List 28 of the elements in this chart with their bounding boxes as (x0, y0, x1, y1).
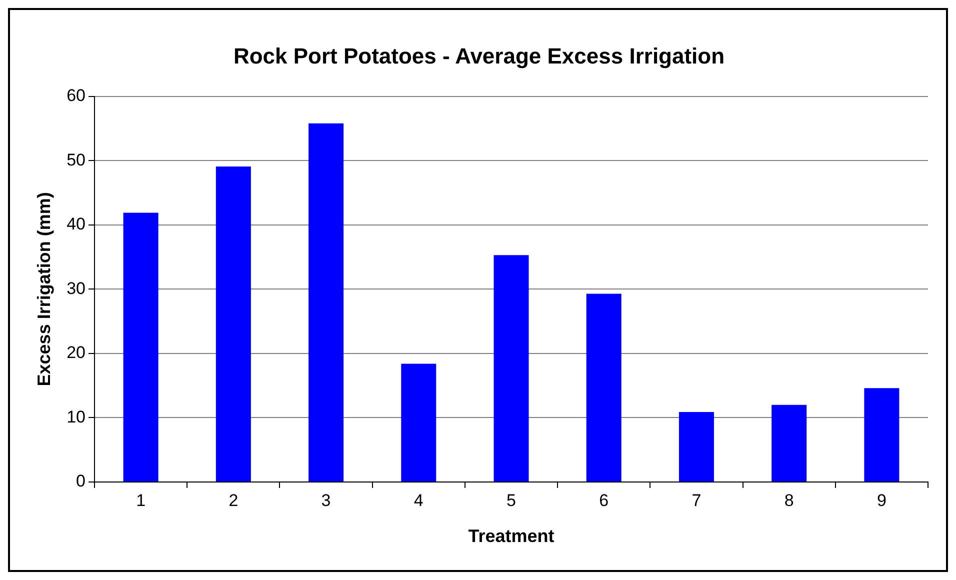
bar (586, 294, 622, 482)
x-tick-label: 4 (414, 490, 424, 510)
bar (494, 255, 529, 482)
chart-title: Rock Port Potatoes - Average Excess Irrigation (233, 43, 725, 68)
y-tick-label: 30 (66, 278, 86, 298)
bar (772, 404, 807, 482)
bar (308, 123, 344, 482)
bar (401, 364, 436, 482)
y-tick-label: 40 (66, 214, 86, 234)
y-tick-label: 60 (66, 86, 86, 106)
x-tick-label: 3 (321, 490, 331, 510)
x-tick-label: 1 (136, 490, 146, 510)
y-tick-label: 20 (66, 343, 86, 362)
bar (678, 412, 714, 482)
x-tick-label: 5 (506, 490, 516, 510)
bar (216, 166, 251, 482)
x-tick-label: 9 (876, 490, 886, 510)
x-tick-label: 8 (784, 490, 794, 510)
x-tick-label: 6 (599, 490, 609, 510)
bar (123, 212, 158, 482)
bar (864, 388, 900, 482)
y-axis-title: Excess Irrigation (mm) (34, 192, 54, 386)
y-tick-label: 10 (66, 407, 86, 426)
x-tick-label: 2 (228, 490, 238, 510)
y-tick-label: 0 (76, 472, 86, 491)
x-axis-title: Treatment (468, 526, 554, 546)
x-tick-label: 7 (692, 490, 702, 510)
y-tick-label: 50 (66, 150, 86, 170)
